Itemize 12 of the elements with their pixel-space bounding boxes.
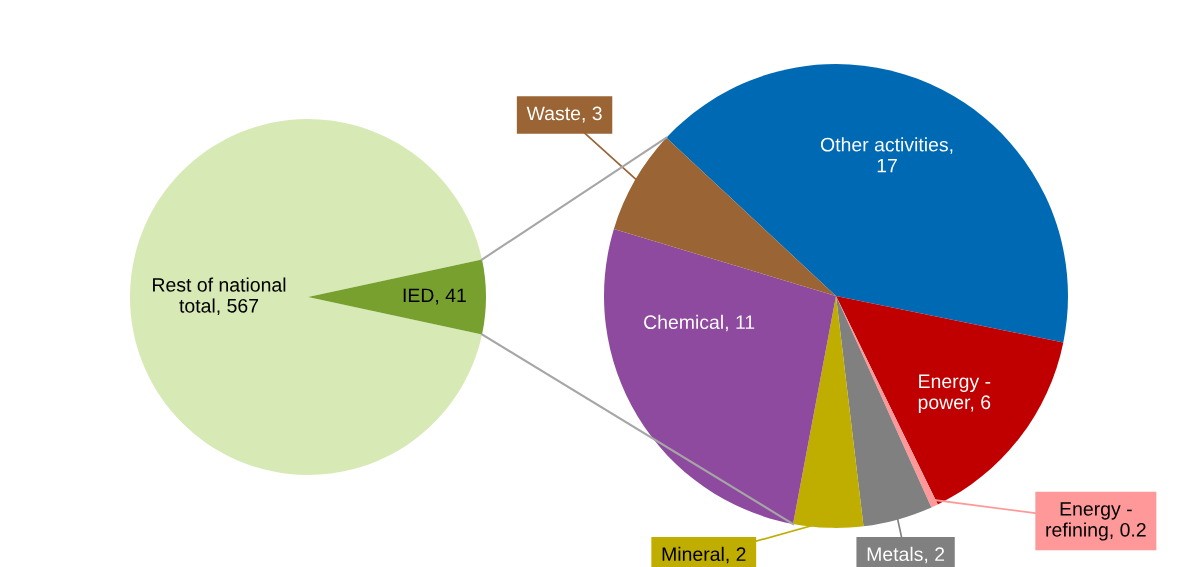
pie-slice [604,229,836,524]
pie-slice [308,259,486,335]
pie-slice [130,119,483,475]
slice-label: Metals, 2 [867,546,945,564]
slice-label: Waste, 3 [526,106,602,123]
slice-label: Other activities, 17 [820,137,953,173]
slice-label: Energy - refining, 0.2 [1046,502,1146,541]
slice-label: Mineral, 2 [662,546,746,564]
slice-label: Chemical, 11 [644,314,755,332]
slice-label: IED, 41 [403,288,466,305]
slice-label: Rest of national total, 567 [153,277,286,315]
slice-label: Energy - power, 6 [918,374,991,413]
